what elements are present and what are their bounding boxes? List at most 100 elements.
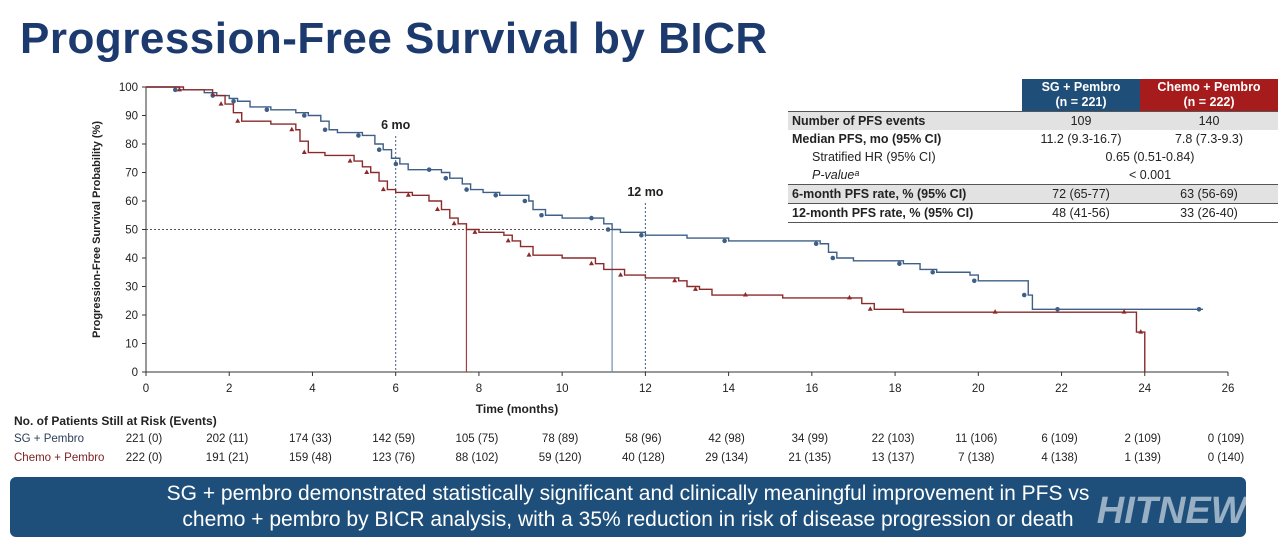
y-tick-label: 10 [125,339,138,351]
at-risk-cell: 2 (109) [1124,433,1161,445]
censor-mark [1196,307,1202,312]
censor-mark [930,269,935,275]
y-tick-label: 0 [132,367,138,379]
x-tick-label: 26 [1222,383,1235,395]
watermark-logo: HITNEWS [1096,490,1272,532]
y-tick-label: 40 [125,253,138,265]
at-risk-cell: 0 (140) [1207,452,1245,464]
at-risk-cell: 0 (109) [1207,433,1245,445]
censor-mark [264,107,270,113]
col-header-chemo: Chemo + Pembro (n = 222) [1140,79,1278,112]
y-tick-label: 50 [125,225,138,237]
at-risk-cell: 13 (137) [871,452,915,464]
censor-mark [618,272,624,277]
banner-line-2: chemo + pembro by BICR analysis, with a … [182,508,1074,531]
at-risk-cell: 105 (75) [455,433,499,445]
censor-mark [867,306,873,311]
censor-mark [464,187,469,192]
slide-title: Progression-Free Survival by BICR [20,14,768,63]
censor-mark [830,255,836,261]
at-risk-label-sg: SG + Pembro [14,433,84,445]
censor-mark [451,220,457,226]
censor-mark [992,309,998,314]
censor-mark [897,261,902,267]
at-risk-label-chemo: Chemo + Pembro [14,452,105,464]
at-risk-cell: 29 (134) [705,452,749,464]
at-risk-cell: 202 (11) [206,433,249,445]
banner-line-1: SG + pembro demonstrated statistically s… [166,482,1090,505]
censor-mark [522,198,528,204]
censor-mark [364,169,370,174]
censor-mark [176,86,182,92]
at-risk-cell: 88 (102) [455,452,499,464]
censor-mark [639,232,644,238]
pfs-summary-table: SG + Pembro (n = 221) Chemo + Pembro (n = … [788,79,1278,223]
y-tick-label: 60 [125,196,138,208]
censor-mark [742,292,748,297]
table-row: Stratified HR (95% CI) 0.65 (0.51-0.84) [812,149,1195,164]
at-risk-cell: 11 (106) [955,433,998,445]
x-tick-label: 10 [556,383,569,395]
x-tick-label: 14 [722,383,735,395]
censor-mark [1138,329,1144,334]
censor-mark [302,113,307,118]
censor-mark [505,237,511,243]
at-risk-cell: 6 (109) [1041,433,1078,445]
x-tick-label: 4 [309,383,316,395]
at-risk-cell: 7 (138) [958,452,995,464]
at-risk-cell: 159 (48) [289,452,332,464]
x-tick-label: 20 [972,383,985,395]
x-tick-label: 0 [143,383,149,395]
y-tick-label: 70 [125,168,138,180]
x-tick-label: 24 [1138,383,1151,395]
censor-mark [472,229,478,234]
censor-mark [218,101,224,106]
x-tick-label: 6 [392,383,398,395]
y-tick-label: 80 [125,139,138,151]
censor-mark [301,149,307,155]
censor-mark [347,158,353,163]
at-risk-cell: 21 (135) [788,452,832,464]
at-risk-cell: 1 (139) [1124,452,1161,464]
km-curve-sg [146,86,1204,310]
censor-mark [692,286,698,291]
censor-mark [1121,309,1127,314]
x-tick-label: 8 [476,383,482,395]
at-risk-cell: 58 (96) [625,433,662,445]
table-row: 6-month PFS rate, % (95% CI) 72 (65-77) … [788,184,1278,204]
censor-mark [539,212,544,218]
y-tick-label: 30 [125,282,138,294]
censor-mark [846,294,852,300]
censor-mark [589,215,594,221]
at-risk-cell: 174 (33) [289,433,332,445]
y-tick-label: 20 [125,310,138,322]
x-tick-label: 18 [889,383,902,395]
censor-mark [356,133,361,138]
censor-mark [1055,307,1060,312]
table-row: 12-month PFS rate, % (95% CI) 48 (41-56)… [788,203,1278,223]
censor-mark [289,126,295,132]
at-risk-cell: 78 (89) [541,433,579,445]
censor-mark [813,241,819,247]
censor-mark [172,87,178,93]
at-risk-cell: 34 (99) [791,433,829,445]
x-tick-label: 2 [226,383,232,395]
censor-mark [426,167,432,172]
at-risk-cell: 59 (120) [538,452,582,464]
at-risk-cell: 191 (21) [205,452,249,464]
at-risk-cell: 42 (98) [708,433,745,445]
x-tick-label: 16 [805,383,818,395]
censor-mark [1021,292,1027,298]
at-risk-title: No. of Patients Still at Risk (Events) [14,414,217,428]
at-risk-cell: 221 (0) [125,433,163,445]
y-tick-label: 90 [125,111,138,123]
censor-mark [972,278,977,284]
censor-mark [588,260,594,266]
censor-mark [376,147,382,152]
timepoint-label: 6 mo [381,118,411,132]
col-header-sg: SG + Pembro (n = 221) [1022,79,1140,112]
x-axis-label: Time (months) [476,402,558,416]
y-axis-label: Progression-Free Survival Probability (%… [91,121,103,338]
censor-mark [322,127,328,133]
censor-mark [605,227,611,232]
